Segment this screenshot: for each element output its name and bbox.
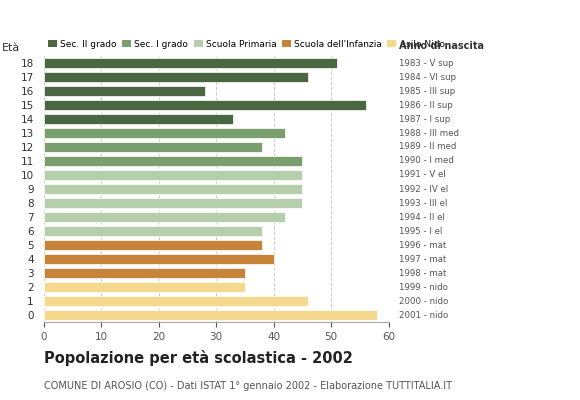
Bar	[44, 128, 285, 138]
Bar	[44, 226, 262, 236]
Legend: Sec. II grado, Sec. I grado, Scuola Primaria, Scuola dell'Infanzia, Asilo Nido: Sec. II grado, Sec. I grado, Scuola Prim…	[48, 40, 445, 49]
Bar	[44, 296, 308, 306]
Text: 1983 - V sup: 1983 - V sup	[399, 58, 454, 68]
Text: 1984 - VI sup: 1984 - VI sup	[399, 72, 456, 82]
Bar	[44, 72, 308, 82]
Text: 1985 - III sup: 1985 - III sup	[399, 86, 455, 96]
Text: 1989 - II med: 1989 - II med	[399, 142, 456, 152]
Bar	[44, 254, 274, 264]
Text: 1998 - mat: 1998 - mat	[399, 268, 446, 278]
Bar	[44, 240, 262, 250]
Text: 1995 - I el: 1995 - I el	[399, 226, 442, 236]
Bar	[44, 282, 245, 292]
Text: 1994 - II el: 1994 - II el	[399, 212, 445, 222]
Text: 2000 - nido: 2000 - nido	[399, 296, 448, 306]
Text: 1987 - I sup: 1987 - I sup	[399, 114, 450, 124]
Text: 1999 - nido: 1999 - nido	[399, 282, 448, 292]
Text: 1990 - I med: 1990 - I med	[399, 156, 454, 166]
Text: Età: Età	[2, 43, 20, 53]
Bar	[44, 100, 365, 110]
Text: 1988 - III med: 1988 - III med	[399, 128, 459, 138]
Text: Anno di nascita: Anno di nascita	[399, 41, 484, 51]
Bar	[44, 142, 262, 152]
Bar	[44, 212, 285, 222]
Bar	[44, 184, 302, 194]
Text: 2001 - nido: 2001 - nido	[399, 310, 448, 320]
Text: 1986 - II sup: 1986 - II sup	[399, 100, 452, 110]
Bar	[44, 58, 337, 68]
Text: COMUNE DI AROSIO (CO) - Dati ISTAT 1° gennaio 2002 - Elaborazione TUTTITALIA.IT: COMUNE DI AROSIO (CO) - Dati ISTAT 1° ge…	[44, 381, 451, 391]
Text: 1991 - V el: 1991 - V el	[399, 170, 445, 180]
Bar	[44, 198, 302, 208]
Bar	[44, 310, 377, 320]
Text: 1992 - IV el: 1992 - IV el	[399, 184, 448, 194]
Text: Popolazione per età scolastica - 2002: Popolazione per età scolastica - 2002	[44, 350, 353, 366]
Bar	[44, 114, 233, 124]
Bar	[44, 268, 245, 278]
Text: 1993 - III el: 1993 - III el	[399, 198, 447, 208]
Bar	[44, 156, 302, 166]
Text: 1997 - mat: 1997 - mat	[399, 254, 446, 264]
Bar	[44, 86, 205, 96]
Bar	[44, 170, 302, 180]
Text: 1996 - mat: 1996 - mat	[399, 240, 446, 250]
